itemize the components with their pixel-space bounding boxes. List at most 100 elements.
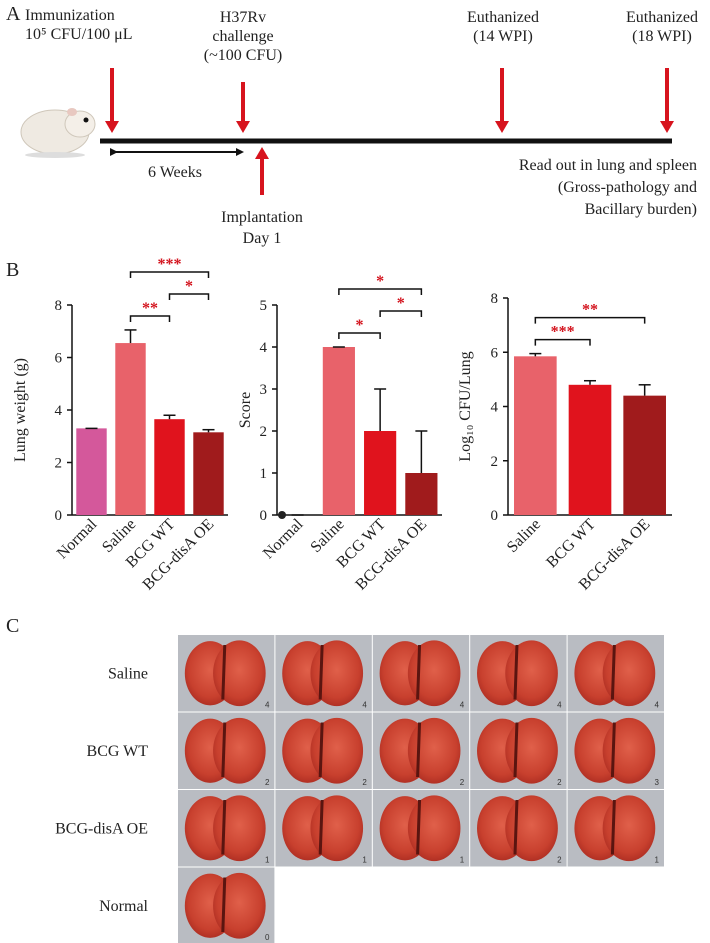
significance-bracket bbox=[338, 288, 423, 295]
y-tick-label: 6 bbox=[491, 345, 499, 361]
significance-bracket bbox=[379, 310, 423, 317]
lung-lobe bbox=[407, 795, 461, 862]
lung-lobe bbox=[213, 640, 266, 707]
pathology-score: 1 bbox=[362, 856, 367, 865]
row-label: Normal bbox=[99, 898, 148, 915]
y-tick-label: 8 bbox=[491, 291, 499, 307]
lung-photo: 4 bbox=[178, 635, 275, 712]
lung-lobe bbox=[310, 717, 364, 784]
lung-lobe bbox=[213, 717, 266, 784]
pathology-score: 4 bbox=[265, 701, 270, 710]
y-tick-label: 6 bbox=[55, 351, 63, 367]
lung-lobe bbox=[407, 640, 461, 707]
lung-cleft bbox=[513, 799, 519, 855]
y-tick-label: 8 bbox=[55, 298, 63, 314]
event-label: H37Rv bbox=[220, 9, 266, 26]
event-arrowhead bbox=[236, 121, 250, 133]
significance-label: * bbox=[356, 317, 364, 334]
x-tick-label: BCG WT bbox=[543, 516, 599, 572]
lung-lobe bbox=[505, 717, 558, 784]
lung-cleft bbox=[318, 644, 324, 700]
lung-lobe bbox=[602, 717, 656, 784]
panel-label: C bbox=[6, 615, 19, 637]
bar bbox=[322, 347, 355, 515]
event-label: (~100 CFU) bbox=[204, 47, 282, 64]
y-tick-label: 0 bbox=[55, 508, 63, 524]
lung-cleft bbox=[221, 799, 227, 855]
lung-photo: 1 bbox=[567, 790, 664, 867]
lung-cleft bbox=[221, 644, 227, 700]
pathology-score: 1 bbox=[655, 856, 660, 865]
pathology-score: 4 bbox=[362, 701, 367, 710]
lung-cleft bbox=[318, 799, 324, 855]
implantation-label: Day 1 bbox=[243, 230, 282, 247]
row-label: Saline bbox=[108, 665, 148, 682]
pathology-score: 4 bbox=[460, 701, 465, 710]
lung-cleft bbox=[416, 722, 422, 778]
significance-label: *** bbox=[551, 324, 575, 341]
y-tick-label: 2 bbox=[491, 454, 499, 470]
pathology-score: 2 bbox=[460, 778, 465, 787]
lung-cleft bbox=[221, 877, 227, 933]
bar bbox=[154, 419, 185, 515]
significance-bracket bbox=[129, 315, 171, 322]
lung-lobe bbox=[310, 640, 364, 707]
bar bbox=[514, 356, 557, 515]
event-label: Euthanized bbox=[626, 9, 698, 26]
event-label: 10⁵ CFU/100 μL bbox=[25, 26, 133, 43]
significance-label: * bbox=[376, 273, 384, 290]
event-label: (14 WPI) bbox=[473, 28, 533, 45]
lung-photo: 4 bbox=[275, 635, 372, 712]
bar bbox=[76, 428, 107, 515]
pathology-score: 2 bbox=[362, 778, 367, 787]
lung-cleft bbox=[513, 644, 519, 700]
lung-cleft bbox=[416, 799, 422, 855]
panel-label: A bbox=[6, 3, 21, 25]
lung-photo: 0 bbox=[178, 867, 275, 943]
pathology-score: 4 bbox=[655, 701, 660, 710]
interval-label: 6 Weeks bbox=[148, 164, 202, 181]
lung-photo: 2 bbox=[275, 712, 372, 789]
y-tick-label: 0 bbox=[260, 508, 268, 524]
panel-label: B bbox=[6, 259, 19, 281]
guinea-pig-illustration bbox=[20, 108, 96, 158]
bar bbox=[405, 473, 438, 515]
row-label: BCG WT bbox=[87, 743, 149, 760]
lung-photo: 3 bbox=[567, 712, 664, 789]
y-axis-label: Lung weight (g) bbox=[12, 358, 29, 462]
lung-lobe bbox=[505, 795, 558, 862]
y-tick-label: 1 bbox=[260, 466, 268, 482]
pathology-score: 2 bbox=[557, 856, 562, 865]
lung-cleft bbox=[318, 722, 324, 778]
pathology-score: 2 bbox=[265, 778, 270, 787]
pathology-score: 4 bbox=[557, 701, 562, 710]
y-tick-label: 4 bbox=[55, 403, 63, 419]
y-axis-label: Log₁₀ CFU/Lung bbox=[457, 351, 474, 461]
y-tick-label: 2 bbox=[260, 424, 268, 440]
pathology-score: 1 bbox=[460, 856, 465, 865]
lung-photo: 2 bbox=[372, 712, 470, 789]
event-arrowhead bbox=[105, 121, 119, 133]
significance-bracket bbox=[534, 316, 646, 324]
y-axis-label: Score bbox=[237, 392, 254, 428]
bar bbox=[623, 395, 666, 515]
lung-cleft bbox=[610, 644, 616, 700]
implantation-label: Implantation bbox=[221, 209, 303, 226]
y-tick-label: 2 bbox=[55, 456, 63, 472]
lung-lobe bbox=[505, 640, 558, 707]
lung-lobe bbox=[310, 795, 364, 862]
readout-label: (Gross-pathology and bbox=[558, 179, 697, 196]
significance-label: ** bbox=[142, 300, 158, 317]
y-tick-label: 0 bbox=[491, 508, 499, 524]
lung-photo: 1 bbox=[178, 790, 275, 867]
lung-photo: 2 bbox=[470, 790, 567, 867]
lung-cleft bbox=[610, 799, 616, 855]
lung-photo: 2 bbox=[470, 712, 567, 789]
row-label: BCG-disA OE bbox=[55, 820, 148, 837]
lung-cleft bbox=[416, 644, 422, 700]
lung-lobe bbox=[213, 795, 266, 862]
lung-lobe bbox=[602, 640, 656, 707]
bar bbox=[568, 384, 612, 515]
bar bbox=[115, 343, 146, 515]
